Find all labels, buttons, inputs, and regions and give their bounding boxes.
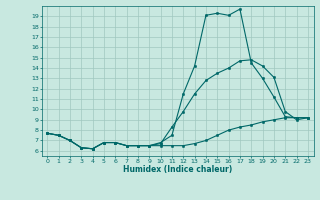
- X-axis label: Humidex (Indice chaleur): Humidex (Indice chaleur): [123, 165, 232, 174]
